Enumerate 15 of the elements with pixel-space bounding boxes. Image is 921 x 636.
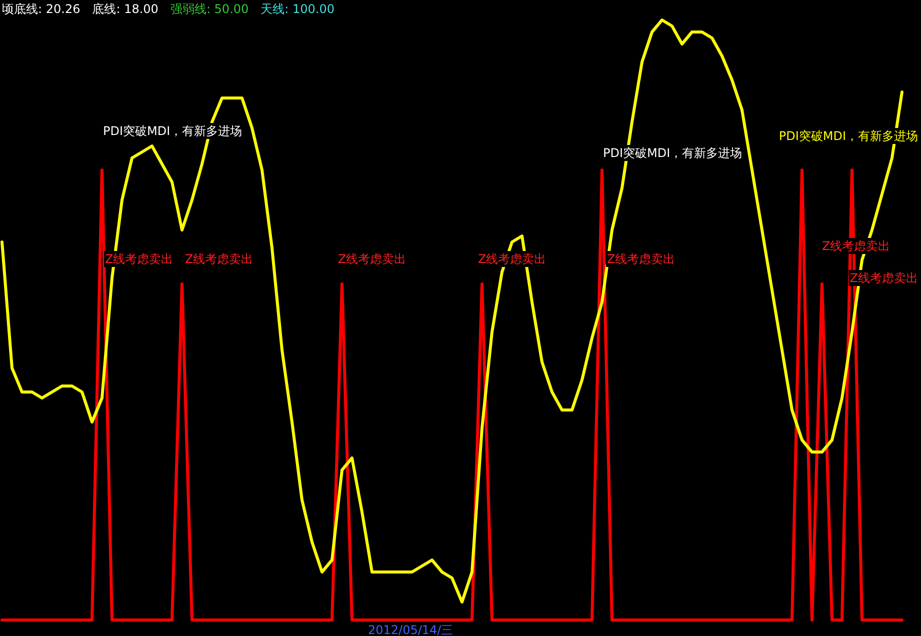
text: 顷底线: 20.26: [2, 2, 80, 16]
annotation: PDI突破MDI，有新多进场: [603, 146, 742, 160]
annotation: Z线考虑卖出: [338, 252, 406, 266]
annotation: Z线考虑卖出: [850, 271, 918, 285]
annotation: PDI突破MDI，有新多进场: [103, 124, 242, 138]
annotation: Z线考虑卖出: [185, 252, 254, 266]
text: 天线: 100.00: [260, 2, 335, 16]
annotation: Z线考虑卖出: [607, 252, 676, 266]
annotation: Z线考虑卖出: [105, 252, 174, 266]
text: 强弱线: 50.00: [170, 2, 249, 16]
annotation: Z线考虑卖出: [478, 252, 546, 266]
text: 2012/05/14/三: [368, 623, 454, 636]
annotation: Z线考虑卖出: [822, 239, 890, 253]
annotation: PDI突破MDI，有新多进场: [778, 129, 918, 143]
text: 底线: 18.00: [92, 2, 158, 16]
